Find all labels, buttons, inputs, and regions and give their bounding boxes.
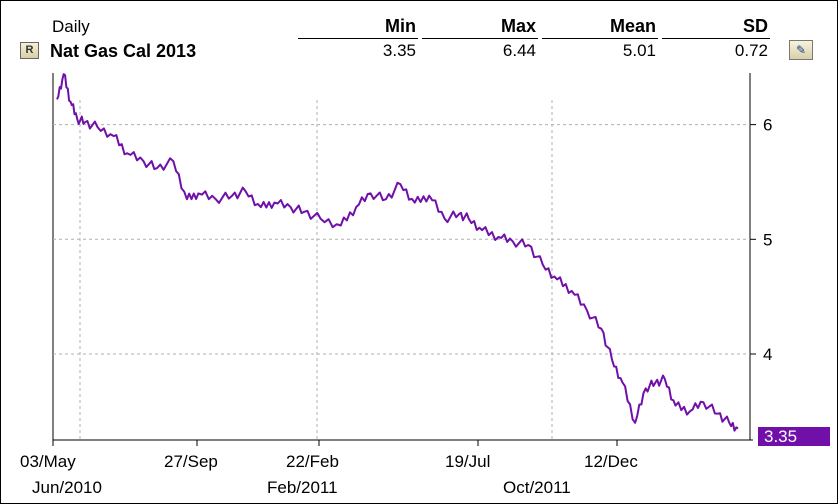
series-name: Nat Gas Cal 2013 xyxy=(50,41,197,61)
x-tick-label: 19/Jul xyxy=(445,452,490,471)
format-brush-icon[interactable]: ✎ xyxy=(789,40,813,60)
x-secondary-label: Oct/2011 xyxy=(503,478,571,497)
max-header: Max xyxy=(500,16,536,36)
x-tick-label: 12/Dec xyxy=(584,452,638,471)
max-value: 6.44 xyxy=(502,41,536,60)
x-secondary-label: Jun/2010 xyxy=(32,478,102,497)
sd-underline xyxy=(662,38,770,39)
min-underline xyxy=(298,38,418,39)
x-tick-label: 27/Sep xyxy=(164,452,218,471)
x-tick-label: 22/Feb xyxy=(286,452,339,471)
max-underline xyxy=(422,38,538,39)
last-value-badge: 3.35 xyxy=(758,427,830,446)
y-tick-label: 4 xyxy=(763,345,772,364)
sd-header: SD xyxy=(742,16,768,36)
min-header: Min xyxy=(385,16,416,36)
period-label: Daily xyxy=(52,17,90,36)
y-tick-label: 6 xyxy=(763,116,772,135)
x-secondary-label: Feb/2011 xyxy=(267,478,338,497)
mean-underline xyxy=(542,38,658,39)
y-tick-label: 5 xyxy=(763,230,772,249)
min-value: 3.35 xyxy=(382,41,416,60)
mean-header: Mean xyxy=(609,16,656,36)
mean-value: 5.01 xyxy=(622,41,656,60)
r-button[interactable]: R xyxy=(20,42,39,59)
x-tick-label: 03/May xyxy=(20,452,76,471)
sd-value: 0.72 xyxy=(734,41,768,60)
series-line xyxy=(56,73,739,432)
